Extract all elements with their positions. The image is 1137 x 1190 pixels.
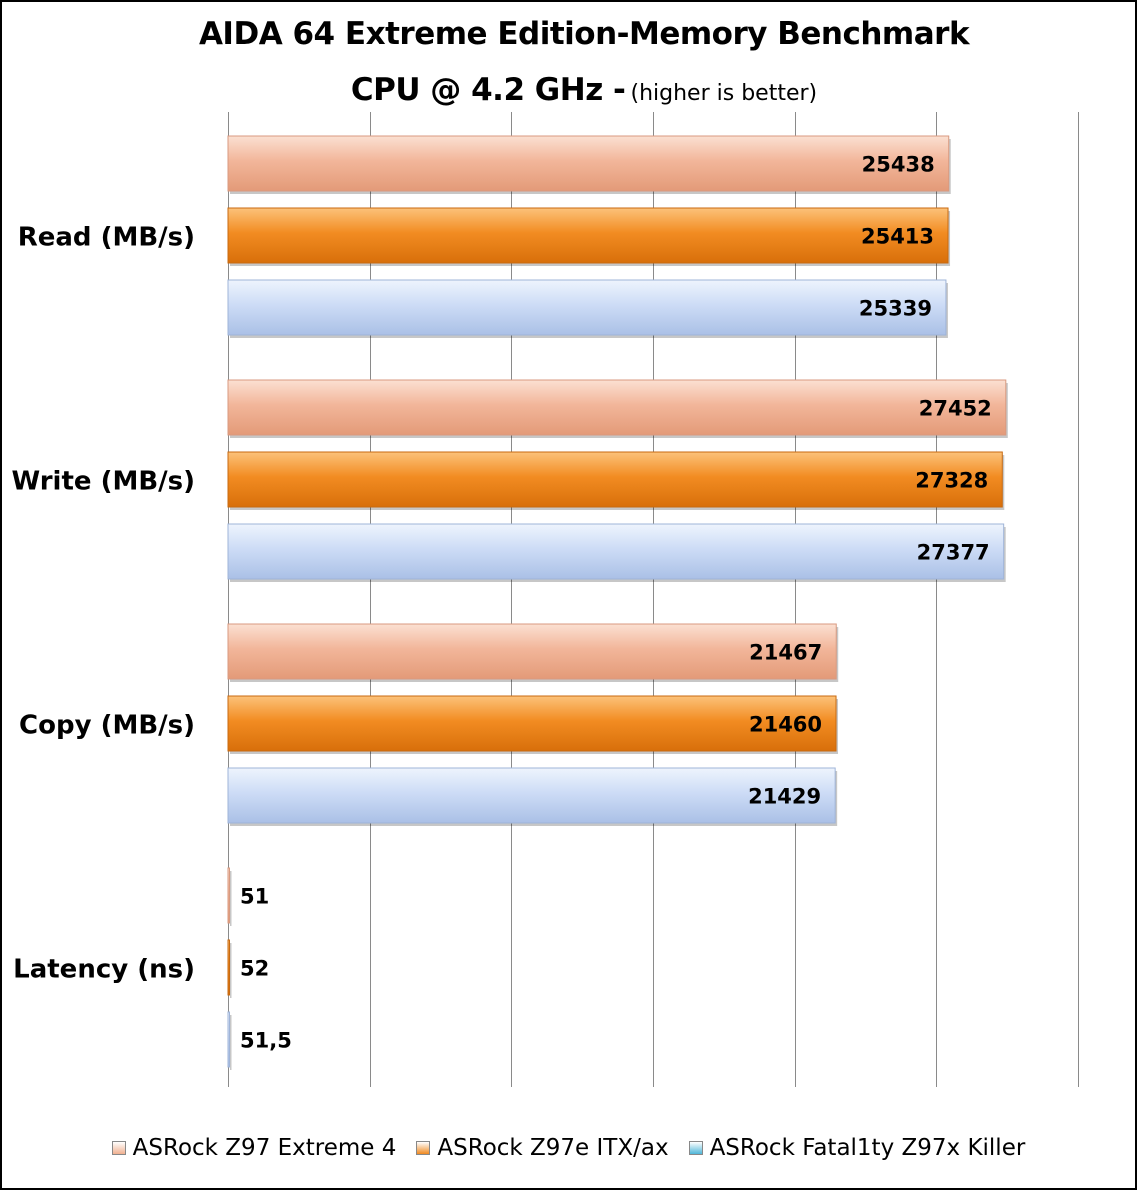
bars <box>227 135 1008 1070</box>
value-label-1-0: 27452 <box>919 397 992 421</box>
value-label-1-1: 27328 <box>915 469 988 493</box>
value-label-3-2: 51,5 <box>240 1029 292 1053</box>
category-label-2: Copy (MB/s) <box>19 711 195 741</box>
category-labels: Read (MB/s) Write (MB/s) Copy (MB/s) Latenc… <box>12 223 196 985</box>
value-label-0-1: 25413 <box>861 225 934 249</box>
legend-item-0: ASRock Z97 Extreme 4 <box>111 1135 397 1161</box>
bar-2-0 <box>227 623 837 680</box>
category-label-0: Read (MB/s) <box>18 223 195 253</box>
chart-title: AIDA 64 Extreme Edition-Memory Benchmark <box>198 16 970 52</box>
legend-swatch-2 <box>688 1141 703 1155</box>
bar-2-1 <box>227 695 837 752</box>
chart-subtitle-line: CPU @ 4.2 GHz - (higher is better) <box>2 72 1137 108</box>
legend: ASRock Z97 Extreme 4 ASRock Z97e ITX/ax AS… <box>0 1135 1137 1161</box>
bar-0-0 <box>227 135 950 192</box>
bar-3-1 <box>227 939 230 996</box>
bar-1-0 <box>227 379 1007 436</box>
value-label-0-2: 25339 <box>859 297 932 321</box>
gridlines <box>228 112 1079 1087</box>
value-label-1-2: 27377 <box>917 541 990 565</box>
legend-label-2: ASRock Fatal1ty Z97x Killer <box>709 1135 1026 1161</box>
bar-shadow <box>230 943 232 998</box>
legend-label-1: ASRock Z97e ITX/ax <box>437 1135 669 1161</box>
value-label-2-0: 21467 <box>749 641 822 665</box>
chart-subtitle: CPU @ 4.2 GHz - <box>350 72 626 108</box>
bar-0-1 <box>227 207 949 264</box>
legend-item-1: ASRock Z97e ITX/ax <box>416 1135 669 1161</box>
bar-2-2 <box>227 767 836 824</box>
legend-swatch-1 <box>416 1141 431 1155</box>
bar-1-2 <box>227 523 1005 580</box>
legend-swatch-0 <box>111 1141 126 1155</box>
value-labels: 25438 25413 25339 27452 27328 27377 21467 21460… <box>240 153 992 1053</box>
value-label-0-0: 25438 <box>862 153 935 177</box>
bar-shadow <box>230 871 232 926</box>
chart-subnote: (higher is better) <box>630 81 818 106</box>
bar-3-2 <box>227 1011 230 1068</box>
bar-shadow <box>230 1015 232 1070</box>
bar-1-1 <box>227 451 1003 508</box>
value-label-3-0: 51 <box>240 885 269 909</box>
value-label-2-2: 21429 <box>748 785 821 809</box>
category-label-3: Latency (ns) <box>13 955 195 985</box>
bar-0-2 <box>227 279 947 336</box>
value-label-3-1: 52 <box>240 957 269 981</box>
bar-3-0 <box>227 867 230 924</box>
value-label-2-1: 21460 <box>749 713 822 737</box>
category-label-1: Write (MB/s) <box>12 467 196 497</box>
legend-label-0: ASRock Z97 Extreme 4 <box>132 1135 397 1161</box>
legend-item-2: ASRock Fatal1ty Z97x Killer <box>688 1135 1026 1161</box>
